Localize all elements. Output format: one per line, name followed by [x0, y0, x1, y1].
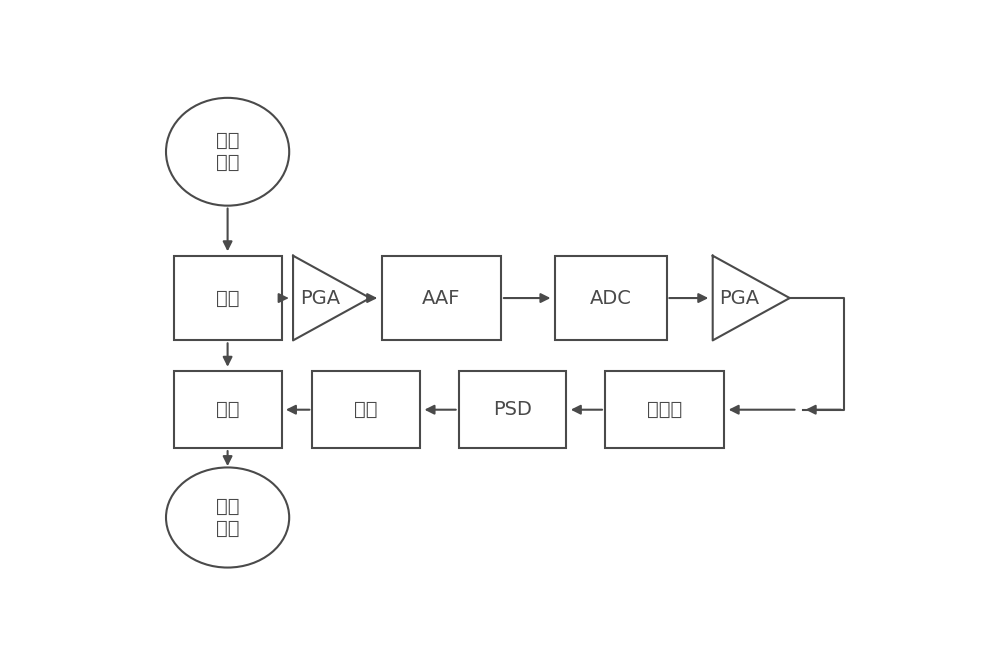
Text: 预处理: 预处理: [647, 400, 682, 419]
Bar: [312, 371, 420, 448]
Text: ADC: ADC: [590, 289, 632, 308]
Bar: [174, 255, 282, 341]
Text: PSD: PSD: [493, 400, 532, 419]
Bar: [605, 371, 724, 448]
Bar: [459, 371, 566, 448]
Text: 传感: 传感: [216, 289, 239, 308]
Text: PGA: PGA: [720, 289, 760, 308]
Text: 传输: 传输: [216, 400, 239, 419]
Bar: [174, 371, 282, 448]
Bar: [555, 255, 667, 341]
Bar: [382, 255, 501, 341]
Text: 数据
中心: 数据 中心: [216, 497, 239, 538]
Text: 打包: 打包: [354, 400, 378, 419]
Text: 结构
振动: 结构 振动: [216, 131, 239, 172]
Text: PGA: PGA: [300, 289, 340, 308]
Text: AAF: AAF: [422, 289, 461, 308]
